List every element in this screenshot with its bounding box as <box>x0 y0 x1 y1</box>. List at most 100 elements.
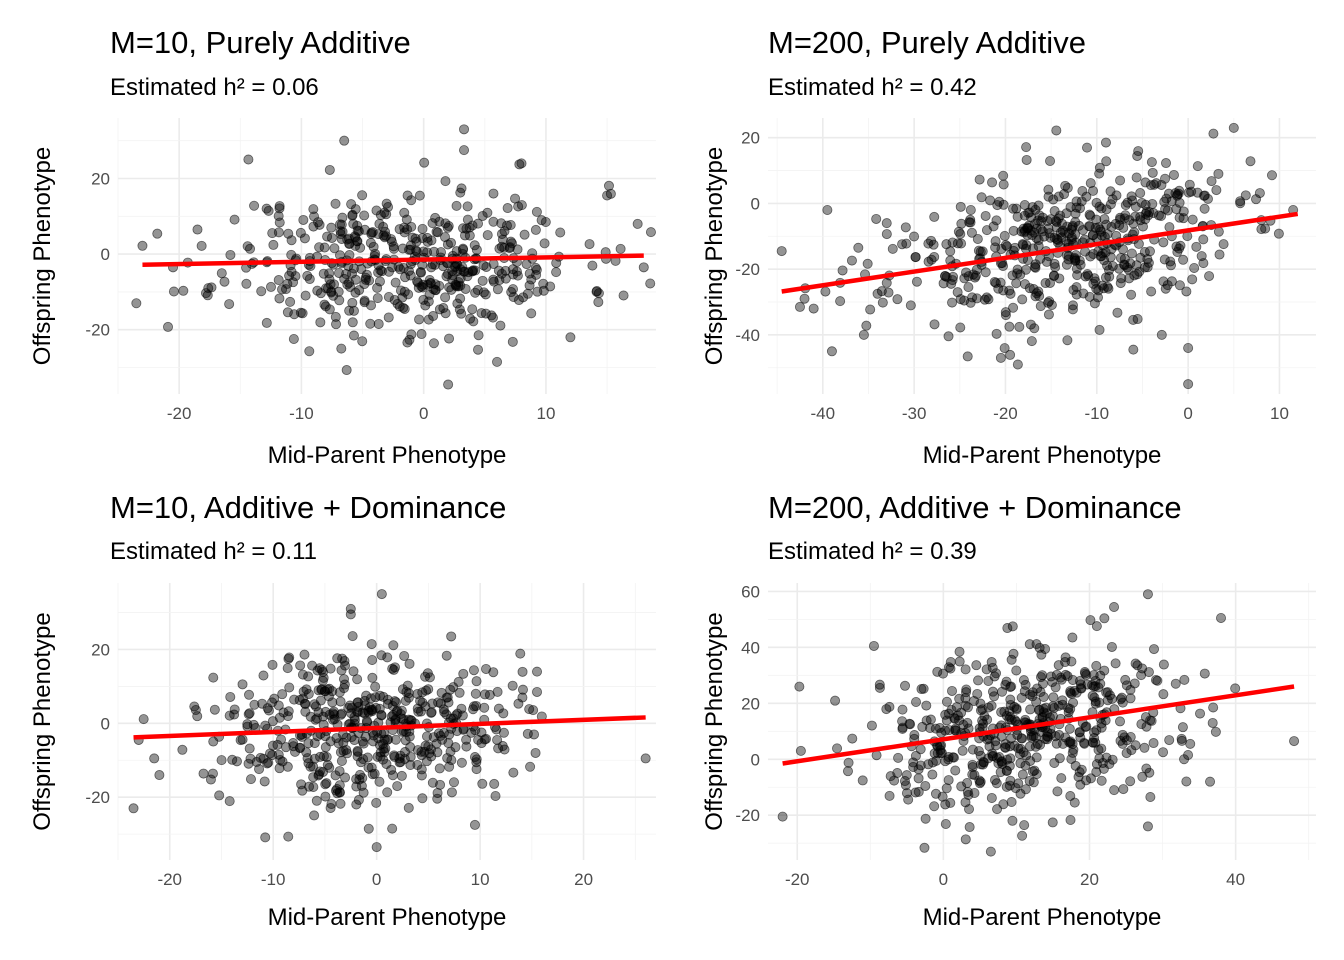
data-point <box>296 779 307 790</box>
data-point <box>1216 612 1227 623</box>
data-point <box>999 343 1010 354</box>
data-point <box>284 682 295 693</box>
chart-subtitle: Estimated h² = 0.42 <box>768 74 977 101</box>
data-point <box>970 270 981 281</box>
data-points <box>131 124 656 390</box>
data-point <box>516 158 527 169</box>
data-point <box>1230 683 1241 694</box>
data-point <box>137 240 148 251</box>
data-point <box>1178 254 1189 265</box>
y-tick-label: -20 <box>735 806 760 825</box>
data-point <box>1011 665 1022 676</box>
data-point <box>258 670 269 681</box>
data-point <box>1033 241 1044 252</box>
data-point <box>905 719 916 730</box>
chart-title: M=200, Purely Additive <box>768 25 1086 60</box>
data-point <box>826 346 837 357</box>
data-point <box>1021 750 1032 761</box>
data-point <box>311 795 322 806</box>
data-point <box>315 751 326 762</box>
data-point <box>196 240 207 251</box>
data-point <box>243 709 254 720</box>
data-point <box>943 662 954 673</box>
data-point <box>1206 176 1217 187</box>
data-point <box>357 336 368 347</box>
data-point <box>1064 723 1075 734</box>
data-point <box>1096 718 1107 729</box>
data-point <box>955 201 966 212</box>
data-point <box>1029 323 1040 334</box>
data-point <box>1076 683 1087 694</box>
data-point <box>1030 204 1041 215</box>
data-point <box>333 267 344 278</box>
data-point <box>1097 280 1108 291</box>
data-point <box>359 210 370 221</box>
data-point <box>1142 589 1153 600</box>
data-point <box>399 304 410 315</box>
data-point <box>214 790 225 801</box>
data-point <box>1007 621 1018 632</box>
data-point <box>1094 162 1105 173</box>
data-point <box>1117 729 1128 740</box>
data-point <box>497 741 508 752</box>
data-point <box>459 145 470 156</box>
data-point <box>244 743 255 754</box>
data-point <box>1030 262 1041 273</box>
data-point <box>1052 786 1063 797</box>
data-point <box>358 754 369 765</box>
data-point <box>382 694 393 705</box>
data-point <box>1053 660 1064 671</box>
data-point <box>899 776 910 787</box>
data-point <box>948 752 959 763</box>
data-point <box>468 316 479 327</box>
data-point <box>347 209 358 220</box>
data-point <box>843 757 854 768</box>
data-point <box>259 776 270 787</box>
y-tick-label: 0 <box>751 194 760 213</box>
data-point <box>913 773 924 784</box>
data-point <box>1010 783 1021 794</box>
data-point <box>416 764 427 775</box>
data-point <box>989 671 1000 682</box>
data-point <box>1289 736 1300 747</box>
data-point <box>524 280 535 291</box>
data-point <box>991 215 1002 226</box>
data-point <box>1109 602 1120 613</box>
data-point <box>1187 214 1198 225</box>
data-point <box>846 255 857 266</box>
data-point <box>866 720 877 731</box>
data-point <box>978 718 989 729</box>
data-point <box>1025 319 1036 330</box>
y-tick-label: 60 <box>741 582 760 601</box>
data-point <box>986 700 997 711</box>
regression-line <box>781 211 1299 294</box>
data-point <box>1145 180 1156 191</box>
data-point <box>1195 708 1206 719</box>
data-point <box>835 296 846 307</box>
data-point <box>371 205 382 216</box>
y-tick-label: 0 <box>101 245 110 264</box>
data-point <box>948 271 959 282</box>
data-point <box>131 298 142 309</box>
data-point <box>473 344 484 355</box>
data-point <box>1075 732 1086 743</box>
data-point <box>434 763 445 774</box>
data-point <box>237 679 248 690</box>
data-point <box>1045 155 1056 166</box>
data-point <box>398 714 409 725</box>
data-point <box>1131 172 1142 183</box>
data-point <box>1051 125 1062 136</box>
data-point <box>1088 670 1099 681</box>
data-point <box>300 290 311 301</box>
data-point <box>1117 244 1128 255</box>
data-point <box>1059 189 1070 200</box>
data-point <box>1125 776 1136 787</box>
data-point <box>1213 168 1224 179</box>
data-point <box>149 753 160 764</box>
data-point <box>329 709 340 720</box>
data-point <box>1035 253 1046 264</box>
data-point <box>1008 302 1019 313</box>
data-point <box>492 734 503 745</box>
data-point <box>919 842 930 853</box>
data-point <box>1095 251 1106 262</box>
